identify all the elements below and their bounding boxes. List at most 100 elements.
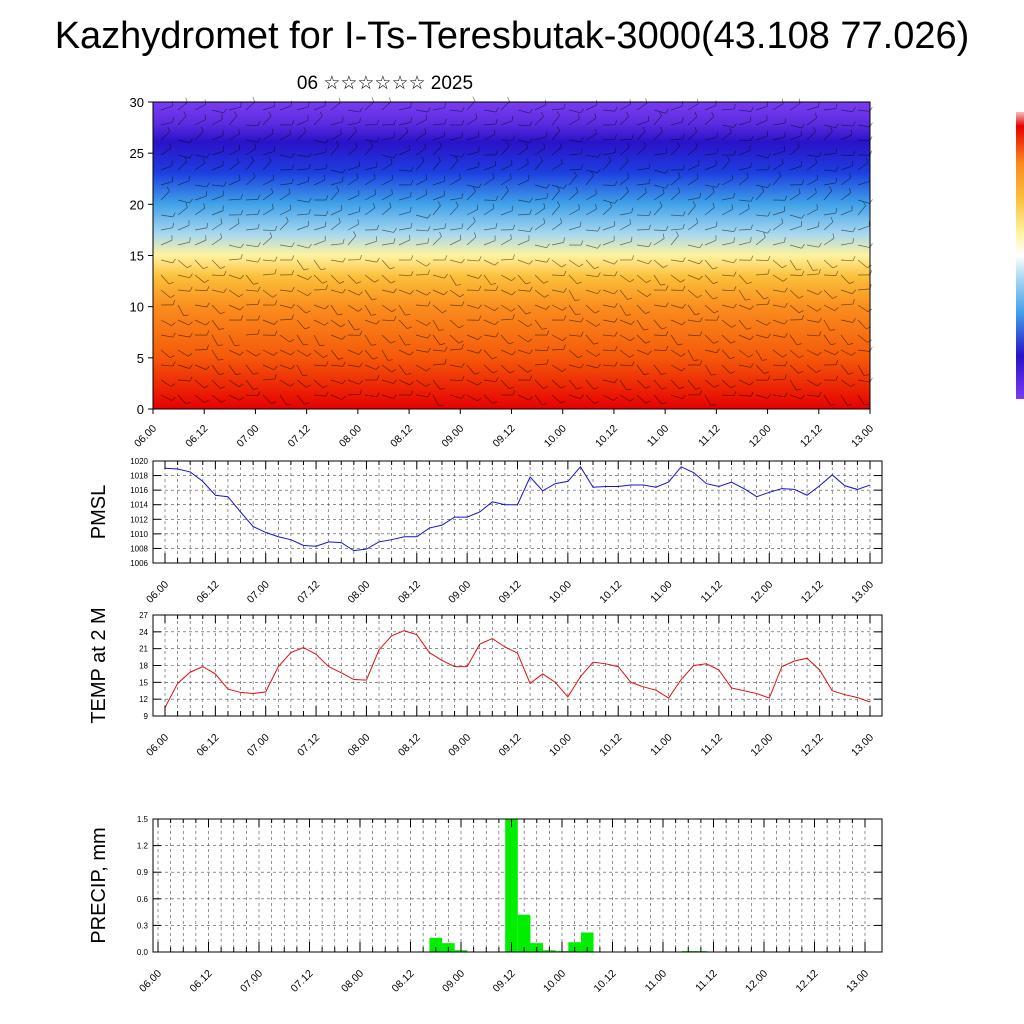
wind-barb-flag [648, 178, 651, 184]
wind-barb-flag [816, 174, 818, 180]
wind-barb [704, 165, 717, 171]
wind-barb-flag [560, 385, 566, 389]
wind-barb-flag [629, 278, 635, 283]
wind-barb [160, 165, 173, 171]
wind-barb [687, 147, 698, 156]
wind-barb-flag [478, 349, 482, 354]
wind-barb [534, 363, 547, 366]
wind-barb-flag [733, 258, 737, 264]
wind-barb [840, 154, 854, 156]
grid [153, 460, 882, 564]
wind-barb-flag [204, 399, 209, 403]
wind-barb [160, 274, 170, 285]
wind-barb-flag [508, 341, 514, 345]
wind-barb [806, 226, 819, 231]
wind-barb-flag [319, 344, 325, 346]
wind-barb-flag [541, 403, 547, 406]
wind-barb-flag [849, 188, 852, 194]
wind-barb-flag [712, 267, 718, 270]
wind-barb [568, 379, 578, 390]
wind-barb-flag [510, 234, 512, 240]
wind-barb [653, 349, 667, 351]
wind-barb [857, 364, 865, 376]
wind-barb [568, 334, 581, 337]
wind-barb [160, 334, 173, 338]
wind-barb-flag [829, 329, 836, 331]
wind-barb [738, 121, 751, 126]
wind-barb [296, 199, 309, 203]
wind-barb-flag [614, 120, 618, 126]
wind-barb [228, 304, 241, 311]
wind-barb-flag [391, 369, 397, 373]
wind-barb [483, 227, 496, 231]
wind-barb [806, 394, 819, 397]
wind-barb-flag [219, 372, 225, 375]
wind-barb [857, 162, 868, 171]
y-tick-label: 1016 [130, 486, 148, 495]
wind-barb [262, 378, 275, 381]
wind-barb [636, 102, 648, 111]
wind-barb [449, 259, 462, 264]
wind-barb [534, 184, 547, 189]
wind-barb-flag [274, 374, 277, 380]
y-tick-label: 25 [130, 146, 144, 161]
wind-barb-flag [438, 329, 444, 331]
wind-barb [840, 210, 853, 216]
wind-barb [738, 167, 751, 171]
wind-barb [432, 363, 445, 366]
wind-barb [279, 349, 292, 356]
wind-barb-flag [205, 321, 210, 326]
wind-barb [483, 349, 493, 360]
wind-barb-flag [359, 389, 362, 395]
wind-barb [296, 244, 309, 249]
wind-barb [721, 364, 731, 374]
wind-barb [568, 349, 579, 359]
wind-barb [500, 178, 512, 186]
wind-barb-flag [749, 305, 754, 310]
wind-barb [670, 121, 683, 126]
wind-barb-flag [665, 225, 669, 231]
wind-barb [415, 147, 427, 156]
wind-barb [789, 349, 800, 359]
wind-barb-flag [444, 118, 447, 124]
wind-barb-flag [461, 344, 464, 350]
wind-barb-flag [169, 143, 172, 149]
wind-barb [840, 177, 851, 186]
wind-barb-flag [529, 209, 532, 215]
wind-barb-flag [389, 202, 392, 208]
wind-barb-flag [830, 403, 836, 406]
wind-barb-flag [237, 218, 240, 224]
wind-barb-flag [562, 306, 567, 311]
wind-barb [211, 394, 222, 403]
wind-barb-flag [239, 351, 244, 356]
wind-barb [262, 192, 273, 201]
wind-barb [840, 124, 853, 127]
wind-barb [551, 242, 564, 246]
wind-barb [347, 379, 360, 385]
wind-barb [313, 151, 326, 156]
wind-barb-flag [543, 218, 546, 224]
wind-barb-flag [767, 375, 771, 381]
wind-barb-flag [494, 261, 499, 266]
wind-barb [381, 229, 394, 233]
wind-barb-flag [444, 102, 446, 108]
wind-barb-flag [308, 101, 310, 107]
wind-barb-flag [512, 390, 516, 396]
wind-barb-flag [630, 337, 635, 342]
wind-barb [415, 259, 427, 267]
wind-barb-flag [556, 186, 560, 191]
wind-barb-flag [866, 158, 869, 164]
wind-barb-flag [710, 404, 716, 406]
wind-barb-flag [578, 204, 580, 210]
wind-barb-flag [784, 320, 788, 325]
wind-barb-flag [342, 379, 346, 384]
wind-barb [211, 165, 224, 171]
wind-barb [245, 228, 258, 231]
wind-barb-flag [614, 331, 618, 337]
x-tick-label: 10.12 [592, 968, 619, 995]
wind-barb-flag [546, 359, 549, 365]
wind-barb-flag [338, 217, 341, 223]
x-tick-label: 10.00 [547, 579, 574, 606]
wind-barb [738, 379, 751, 386]
wind-barb-flag [338, 357, 344, 360]
